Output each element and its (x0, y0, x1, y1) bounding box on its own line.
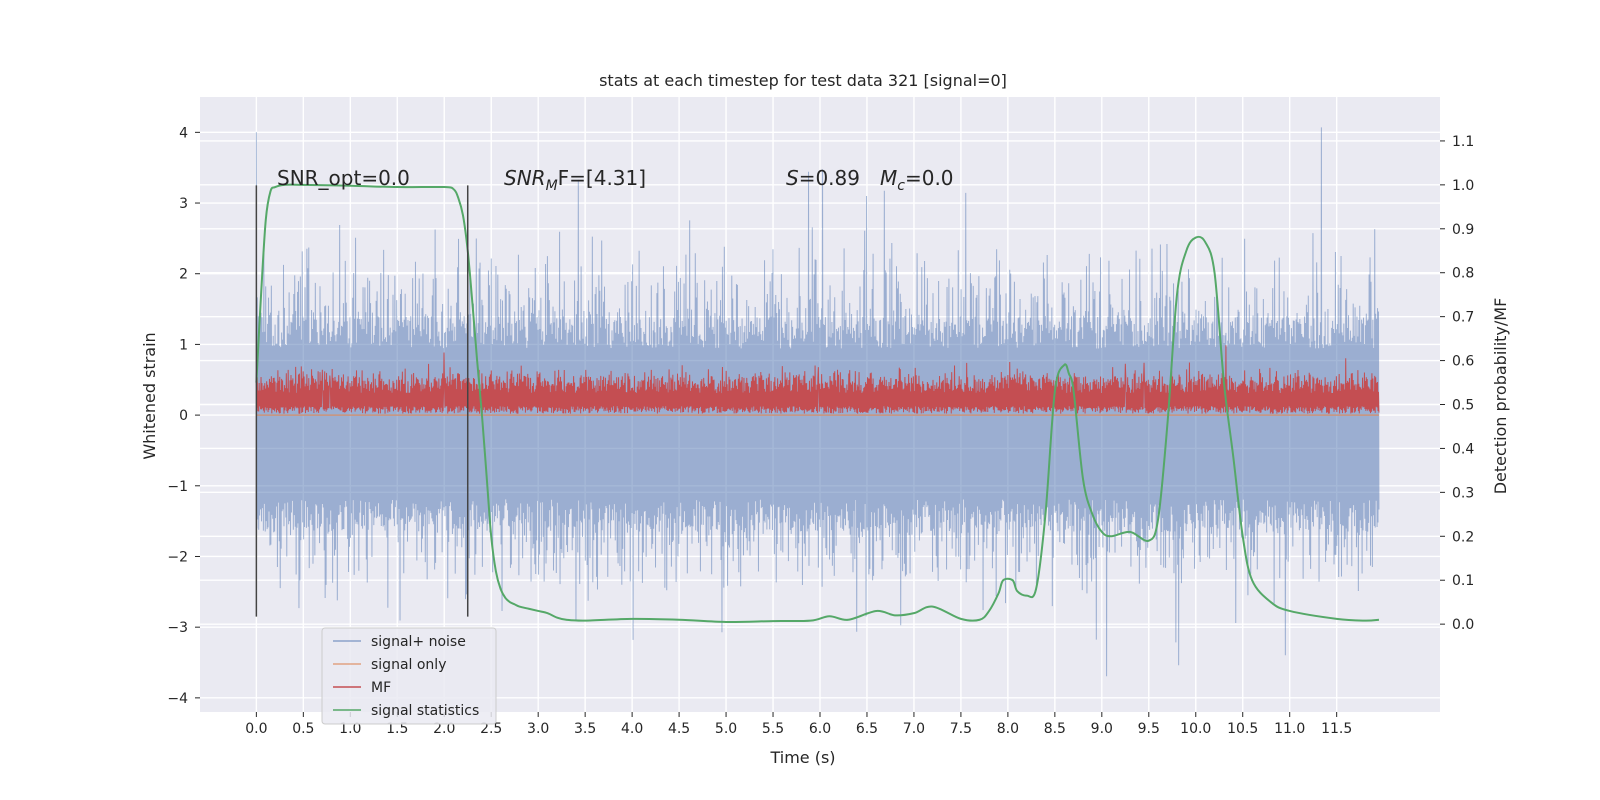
mc-value: =0.0 (905, 166, 954, 190)
legend: signal+ noise signal only MF signal stat… (321, 627, 497, 725)
right-y-tick-label: 0.0 (1452, 617, 1474, 633)
legend-label-mf: MF (371, 680, 391, 696)
y-tick-label: 3 (179, 196, 188, 212)
x-tick-label: 10.5 (1227, 721, 1258, 737)
x-tick-label: 8.0 (997, 721, 1019, 737)
series-mf-line (255, 345, 1380, 414)
x-tick-label: 4.5 (668, 721, 690, 737)
y-tick-label: 0 (179, 408, 188, 424)
mc-symbol: M (880, 166, 897, 190)
right-y-tick-label: 0.7 (1452, 310, 1474, 326)
right-y-tick-label: 1.0 (1452, 178, 1474, 194)
right-y-axis-ticks: 0.0 0.1 0.2 0.3 0.4 0.5 0.6 0.7 0.8 0.9 1.0 1.1 (1440, 134, 1474, 633)
x-tick-label: 9.5 (1138, 721, 1160, 737)
legend-label-signal-only: signal only (371, 657, 446, 673)
s-value: =0.89 (799, 166, 860, 190)
s-symbol: S (786, 166, 799, 190)
x-tick-label: 1.0 (339, 721, 361, 737)
y-tick-label: 1 (179, 337, 188, 353)
right-y-axis-label: Detection probability/MF (1491, 298, 1510, 495)
y-tick-label: 4 (179, 125, 188, 141)
x-tick-label: 6.5 (856, 721, 878, 737)
chart-title: stats at each timestep for test data 321… (599, 71, 1007, 90)
x-tick-label: 0.5 (292, 721, 314, 737)
y-tick-label: 2 (179, 267, 188, 283)
y-axis-label: Whitened strain (140, 332, 159, 459)
y-tick-label: −2 (167, 549, 188, 565)
right-y-tick-label: 0.4 (1452, 441, 1474, 457)
x-tick-label: 11.0 (1274, 721, 1305, 737)
x-tick-label: 5.5 (762, 721, 784, 737)
x-axis-label: Time (s) (769, 748, 835, 767)
x-tick-label: 1.5 (386, 721, 408, 737)
x-tick-label: 2.0 (433, 721, 455, 737)
x-tick-label: 3.0 (527, 721, 549, 737)
right-y-tick-label: 0.5 (1452, 398, 1474, 414)
y-tick-label: −4 (167, 691, 188, 707)
right-y-tick-label: 0.3 (1452, 485, 1474, 501)
right-y-tick-label: 0.2 (1452, 529, 1474, 545)
y-tick-label: −1 (167, 479, 188, 495)
x-tick-label: 6.0 (809, 721, 831, 737)
right-y-tick-label: 0.9 (1452, 222, 1474, 238)
x-tick-label: 8.5 (1044, 721, 1066, 737)
legend-label-signal-noise: signal+ noise (371, 634, 466, 650)
window-markers (255, 185, 469, 617)
s-annotation: S=0.89 (786, 166, 860, 190)
snr-mf-suffix: F=[4.31] (558, 166, 646, 190)
x-tick-label: 10.0 (1180, 721, 1211, 737)
snr-mf-annotation: SNRMF=[4.31] (504, 166, 646, 194)
right-y-tick-label: 0.1 (1452, 573, 1474, 589)
x-tick-label: 7.0 (903, 721, 925, 737)
snr-opt-annotation: SNR_opt=0.0 (277, 166, 410, 190)
snr-mf-prefix: SNR (504, 166, 546, 190)
legend-box (321, 627, 497, 725)
x-tick-label: 4.0 (621, 721, 643, 737)
right-y-tick-label: 1.1 (1452, 134, 1474, 150)
x-tick-label: 2.5 (480, 721, 502, 737)
snr-mf-subscript: M (546, 178, 558, 194)
x-tick-label: 0.0 (245, 721, 267, 737)
x-tick-label: 9.0 (1091, 721, 1113, 737)
right-y-tick-label: 0.8 (1452, 266, 1474, 282)
right-y-tick-label: 0.6 (1452, 354, 1474, 370)
x-tick-label: 7.5 (950, 721, 972, 737)
y-tick-label: −3 (167, 620, 188, 636)
x-tick-label: 5.0 (715, 721, 737, 737)
mc-subscript: c (897, 178, 905, 194)
x-tick-label: 11.5 (1321, 721, 1352, 737)
x-axis-ticks: 0.0 0.5 1.0 1.5 2.0 2.5 3.0 3.5 4.0 4.5 5.0 5.5 6.0 6… (245, 712, 1352, 737)
mc-annotation: Mc=0.0 (880, 166, 954, 194)
legend-label-signal-statistics: signal statistics (371, 703, 479, 719)
x-tick-label: 3.5 (574, 721, 596, 737)
y-axis-ticks: −4 −3 −2 −1 0 1 2 3 4 (167, 125, 200, 707)
